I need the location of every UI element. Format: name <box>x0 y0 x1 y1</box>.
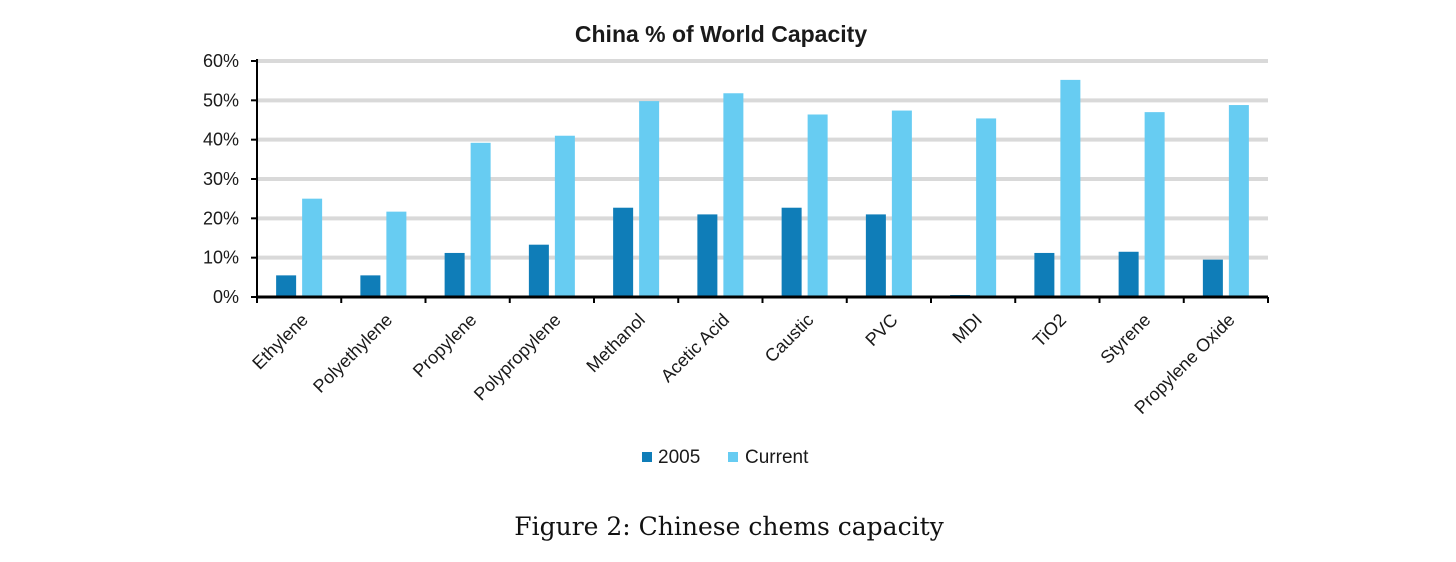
bar-current-ethylene <box>302 198 323 297</box>
legend: 2005 Current <box>642 447 809 468</box>
y-axis-ticks: 0% 10% 20% 30% 40% 50% 60% <box>203 51 239 307</box>
bar-2005-pvc <box>865 214 886 297</box>
bar-current-polyethylene <box>386 211 407 297</box>
bar-current-pvc <box>891 110 912 297</box>
y-tick-label: 10% <box>203 248 239 268</box>
bar-current-propylene-oxide <box>1228 105 1249 297</box>
bar-current-propylene <box>470 142 491 297</box>
bar-2005-caustic <box>781 207 802 297</box>
gridlines <box>257 59 1268 260</box>
y-tick-label: 60% <box>203 51 239 71</box>
bar-current-tio2 <box>1060 79 1081 297</box>
bar-current-caustic <box>807 114 828 297</box>
bar-2005-propylene-oxide <box>1202 259 1223 297</box>
bar-current-mdi <box>976 118 997 297</box>
y-tick-label: 50% <box>203 90 239 110</box>
legend-label-current: Current <box>745 447 809 468</box>
bar-current-polypropylene <box>554 135 575 297</box>
bar-2005-polyethylene <box>360 275 381 297</box>
x-axis-label: Methanol <box>582 310 649 377</box>
bar-2005-acetic-acid <box>697 214 718 297</box>
bar-current-acetic-acid <box>723 93 744 298</box>
x-axis-label: Polyethylene <box>309 310 396 397</box>
bar-2005-propylene <box>444 252 465 297</box>
bar-2005-ethylene <box>276 275 297 297</box>
legend-swatch-2005 <box>642 452 652 462</box>
x-axis-label: TiO2 <box>1029 310 1070 351</box>
x-axis-label: Polypropylene <box>470 310 565 405</box>
bar-2005-tio2 <box>1034 252 1055 297</box>
bar-2005-styrene <box>1118 251 1139 297</box>
chart-title: China % of World Capacity <box>575 21 867 47</box>
x-axis-label: Caustic <box>761 310 818 367</box>
legend-label-2005: 2005 <box>658 447 700 468</box>
x-axis-label: Ethylene <box>248 310 312 374</box>
axes <box>251 59 1269 303</box>
x-axis-label: Acetic Acid <box>657 310 733 386</box>
x-axis-label: PVC <box>861 310 901 350</box>
bar-2005-methanol <box>613 207 634 297</box>
bar-2005-polypropylene <box>528 244 549 297</box>
legend-swatch-current <box>728 452 738 462</box>
bar-current-styrene <box>1144 112 1165 297</box>
figure-caption: Figure 2: Chinese chems capacity <box>514 512 944 541</box>
y-tick-label: 40% <box>203 130 239 150</box>
bar-current-methanol <box>639 101 660 298</box>
x-axis-label: Styrene <box>1096 310 1154 368</box>
x-axis-label: Propylene <box>409 310 480 381</box>
x-axis-label: MDI <box>948 310 985 347</box>
y-tick-label: 20% <box>203 208 239 228</box>
y-tick-label: 30% <box>203 169 239 189</box>
bars <box>276 79 1249 298</box>
y-tick-label: 0% <box>213 287 239 307</box>
